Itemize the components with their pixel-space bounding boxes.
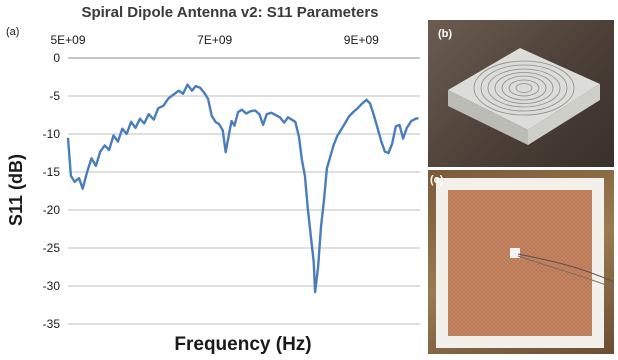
y-tick-label: -5 [49, 89, 60, 103]
photo-spiral-antenna-box: (b) [428, 20, 614, 167]
x-tick-label: 5E+09 [50, 33, 85, 47]
y-tick-label: 0 [53, 51, 60, 65]
x-axis-label: Frequency (Hz) [174, 334, 311, 355]
spiral-box-image [448, 48, 600, 145]
y-axis-label: S11 (dB) [6, 154, 26, 226]
x-tick-labels: 5E+09 7E+09 9E+09 [50, 33, 379, 47]
x-tick-label: 9E+09 [344, 33, 379, 47]
y-tick-label: -30 [43, 279, 61, 293]
panel-label-a: (a) [6, 26, 20, 38]
y-tick-label: -10 [43, 127, 61, 141]
x-tick-label: 7E+09 [197, 33, 232, 47]
photo-copper-mesh-antenna: (c) [428, 170, 614, 354]
y-tick-label: -15 [43, 165, 61, 179]
copper-mesh-image [436, 178, 614, 348]
panel-label-c: (c) [430, 174, 444, 186]
panel-label-b: (b) [438, 28, 453, 40]
s11-chart: 0 -5 -10 -15 -20 -25 -30 -35 5E+09 7E+09 9E+09 S1… [6, 33, 420, 355]
y-tick-labels: 0 -5 -10 -15 -20 -25 -30 -35 [43, 51, 61, 331]
y-tick-label: -25 [43, 241, 61, 255]
chart-title: Spiral Dipole Antenna v2: S11 Parameters [81, 4, 379, 21]
y-tick-label: -20 [43, 203, 61, 217]
y-tick-label: -35 [43, 317, 61, 331]
s11-series-line [66, 83, 419, 294]
chart-gridlines [68, 57, 420, 325]
